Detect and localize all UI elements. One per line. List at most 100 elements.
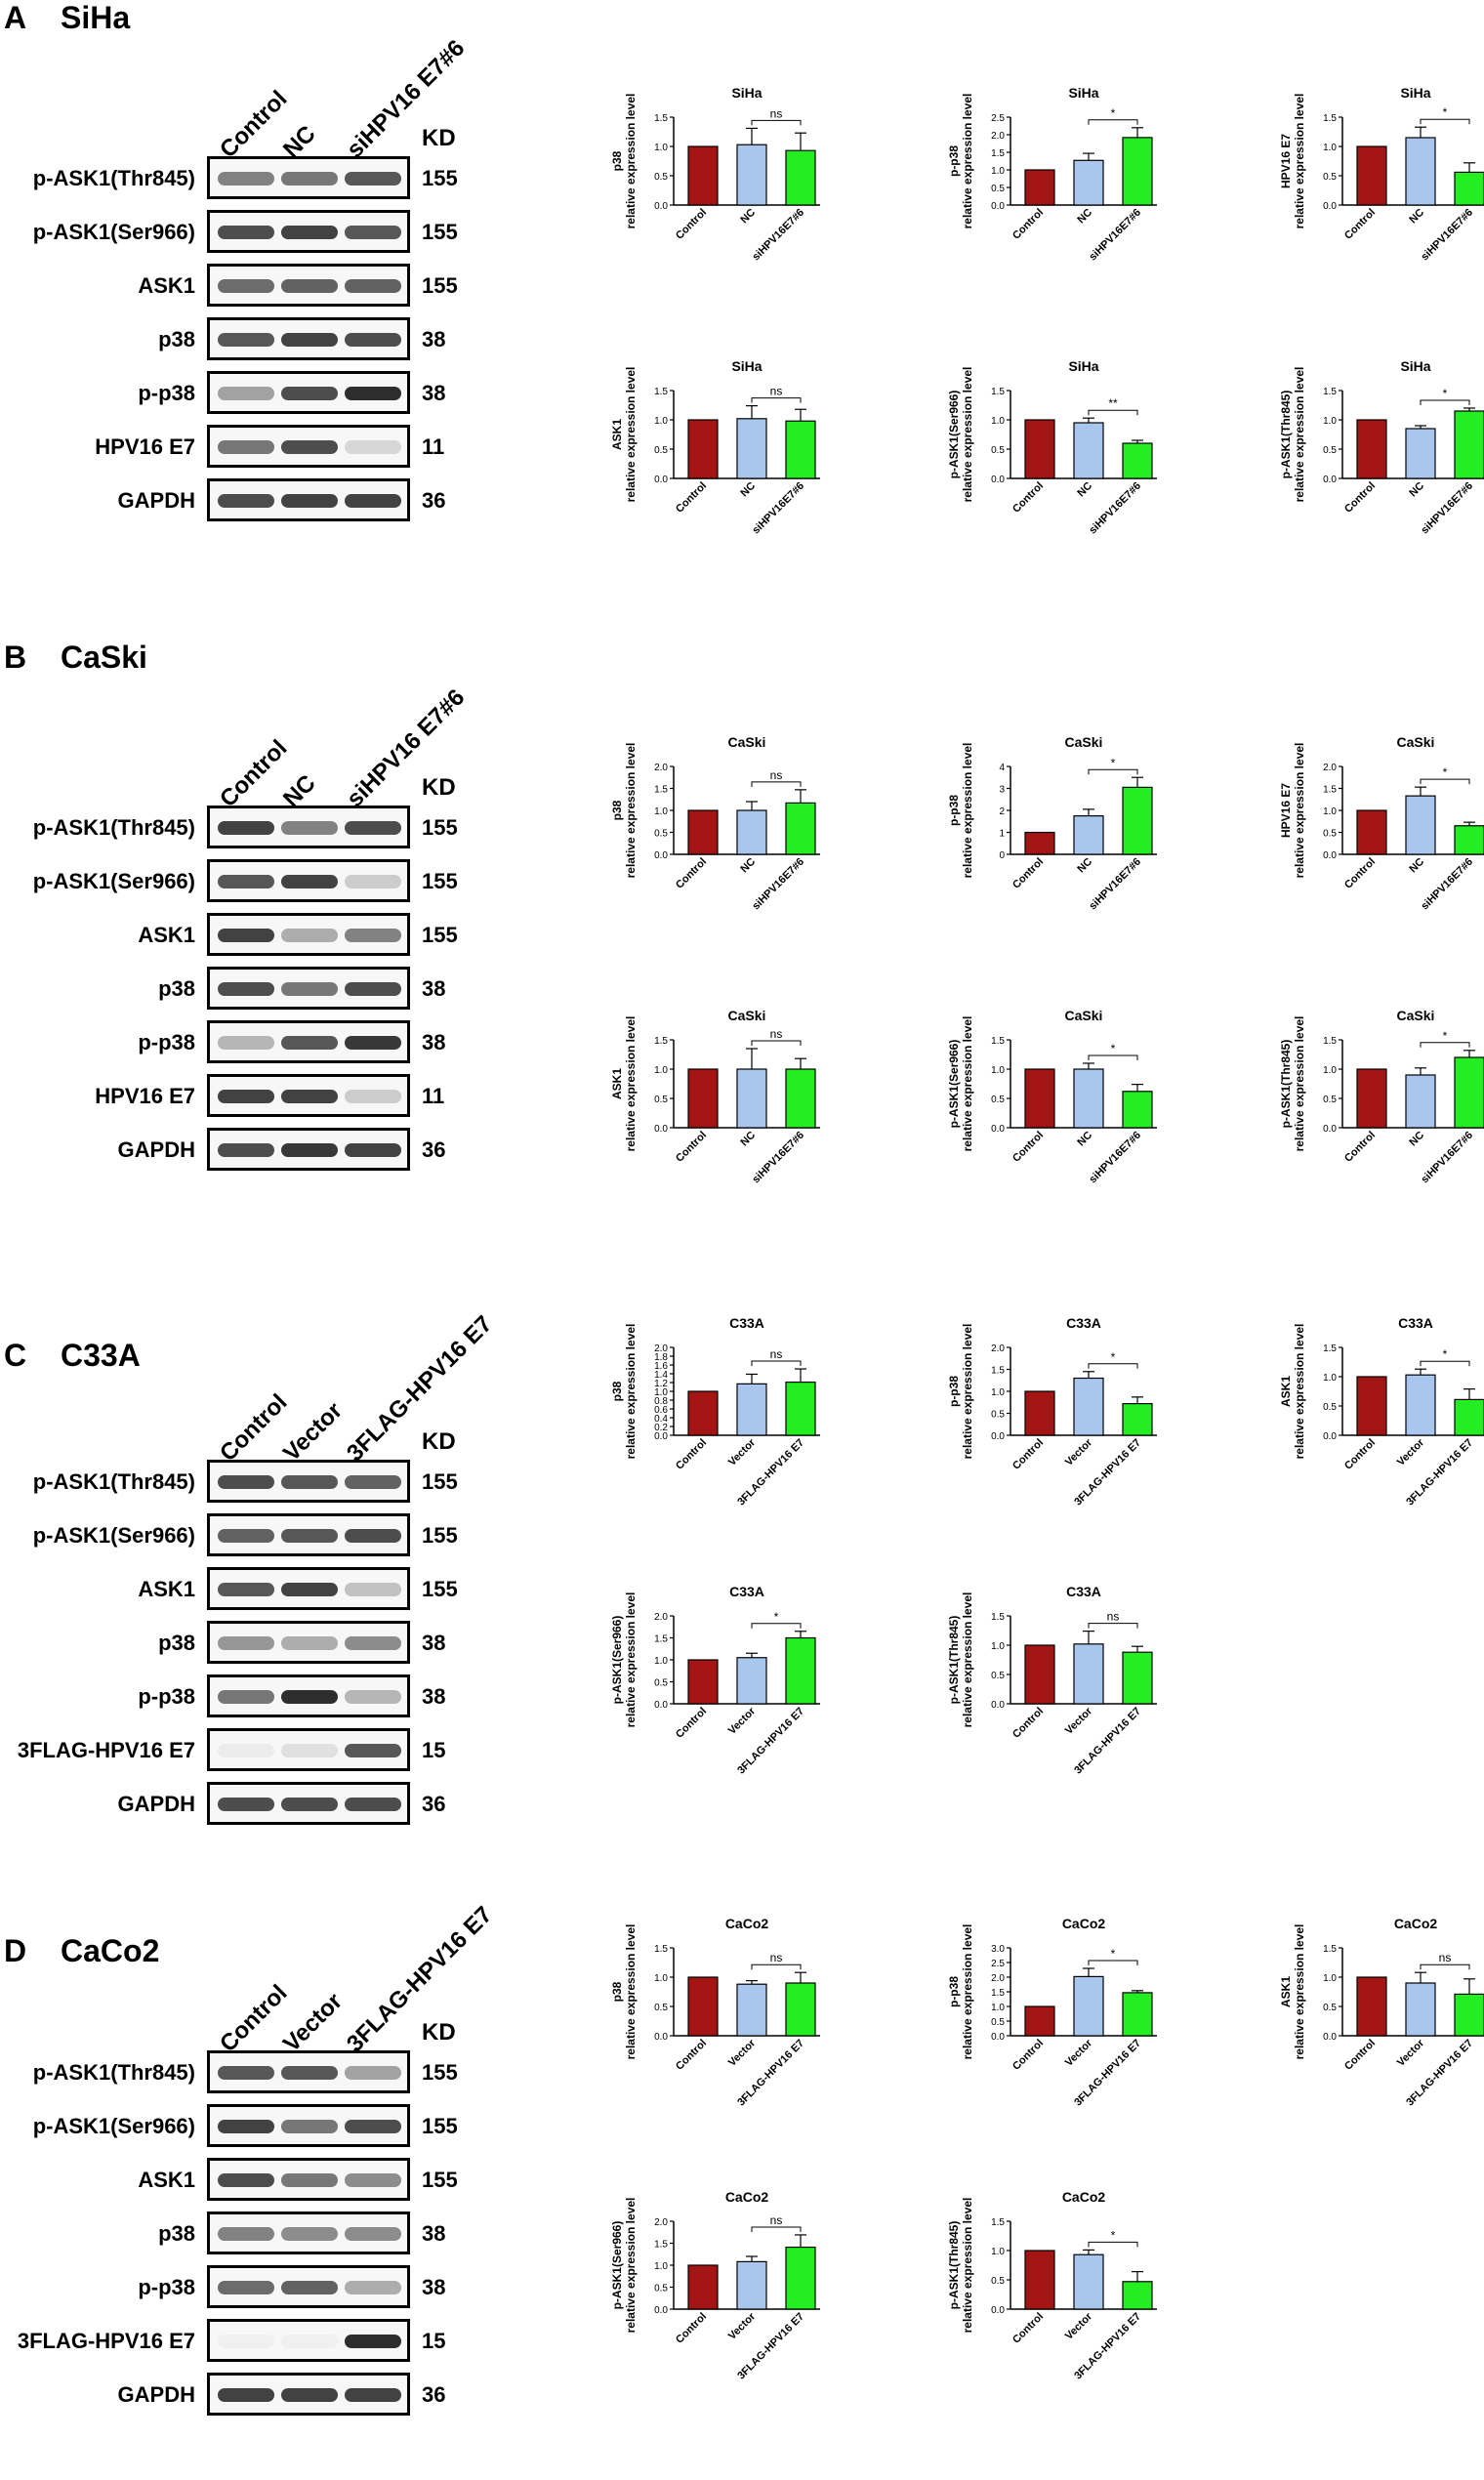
significance-bracket (1088, 409, 1138, 416)
bar (1356, 145, 1387, 206)
blot-kd-value: 155 (422, 273, 458, 298)
y-tick-label: 2.5 (991, 1959, 1005, 1969)
blot-band (218, 494, 274, 508)
significance-label: ** (1108, 396, 1118, 410)
y-tick-label: 0.5 (1323, 2003, 1337, 2013)
significance-bracket (751, 1963, 802, 1970)
y-axis-sublabel: relative expression level (624, 2198, 638, 2334)
y-axis-label: HPV16 E7 (1279, 783, 1293, 838)
y-axis-label: p-ASK1(Ser966) (947, 1040, 961, 1129)
panel-letter: B (4, 640, 27, 675)
blot-band (345, 494, 401, 508)
y-tick-label: 2.0 (991, 131, 1005, 142)
chart-title: CaSki (1065, 1008, 1103, 1023)
blot-row-label: p-p38 (138, 1684, 195, 1709)
blot-strip (207, 913, 410, 956)
y-tick-label: 0.0 (1323, 850, 1337, 861)
significance-bracket (1088, 1363, 1138, 1369)
bar (687, 1659, 719, 1705)
blot-band (281, 2281, 338, 2294)
y-tick-label: 1.0 (991, 166, 1005, 177)
significance-bracket (1088, 1623, 1138, 1629)
y-tick-label: 1.0 (1323, 143, 1337, 153)
bar (1024, 419, 1055, 479)
y-tick-label: 1.0 (991, 416, 1005, 427)
chart-title: CaCo2 (725, 2189, 769, 2205)
x-tick-label: Control (674, 1706, 709, 1741)
bar (1454, 1056, 1484, 1129)
blot-row-label: GAPDH (117, 1792, 195, 1816)
significance-bracket (1088, 1960, 1138, 1965)
y-tick-label: 1.0 (654, 806, 668, 817)
y-tick-label: 0.5 (991, 445, 1005, 456)
significance-label: ns (1439, 1951, 1452, 1964)
significance-bracket (1088, 768, 1138, 775)
y-axis-sublabel: relative expression level (1293, 1324, 1306, 1460)
x-tick-label: Control (1010, 2038, 1046, 2073)
y-axis-sublabel: relative expression level (1293, 1924, 1306, 2060)
y-tick-label: 2.5 (991, 113, 1005, 124)
y-axis-label: p-p38 (947, 1376, 961, 1407)
blot-strip (207, 156, 410, 199)
bar (1405, 1074, 1436, 1129)
y-tick-label: 1.8 (654, 1352, 668, 1363)
x-tick-label: siHPV16E7#6 (1419, 856, 1475, 913)
y-axis-label: p38 (610, 800, 624, 820)
blot-band (218, 2120, 274, 2133)
y-tick-label: 1.5 (654, 1036, 668, 1047)
blot-strip (207, 317, 410, 360)
y-tick-label: 0.0 (991, 2032, 1005, 2043)
blot-strip (207, 806, 410, 848)
panel-letter: D (4, 1933, 27, 1968)
y-axis-sublabel: relative expression level (624, 1016, 638, 1152)
bar (687, 1390, 719, 1436)
y-tick-label: 1.0 (991, 2247, 1005, 2257)
y-axis-sublabel: relative expression level (961, 1924, 974, 2060)
blot-band (218, 1143, 274, 1157)
bar (785, 802, 816, 855)
y-tick-label: 1.5 (1323, 387, 1337, 397)
y-axis-sublabel: relative expression level (961, 743, 974, 879)
blot-row-label: HPV16 E7 (95, 1084, 195, 1108)
bar (1356, 1376, 1387, 1436)
y-axis-sublabel: relative expression level (624, 743, 638, 879)
blot-row-label: p-p38 (138, 381, 195, 405)
significance-label: * (774, 1610, 779, 1624)
blot-band (281, 333, 338, 347)
blot-band (218, 1036, 274, 1050)
y-tick-label: 0.5 (991, 1410, 1005, 1421)
blot-band (345, 2066, 401, 2080)
y-tick-label: 1.5 (654, 1634, 668, 1645)
y-tick-label: 2 (999, 806, 1005, 817)
x-tick-label: NC (738, 207, 758, 227)
y-tick-label: 0.0 (654, 1700, 668, 1711)
chart-title: SiHa (1400, 85, 1430, 101)
x-tick-label: NC (1075, 856, 1094, 876)
blot-band (281, 2066, 338, 2080)
significance-label: ns (770, 106, 783, 120)
blot-strip (207, 859, 410, 902)
x-tick-label: Control (674, 2311, 709, 2346)
y-tick-label: 0.0 (1323, 475, 1337, 485)
significance-bracket (1420, 1042, 1470, 1048)
bar (1024, 831, 1055, 855)
y-tick-label: 0.5 (1323, 1095, 1337, 1105)
x-tick-label: Vector (1063, 2310, 1095, 2342)
bar (1073, 2253, 1104, 2310)
bar (1073, 422, 1104, 479)
y-tick-label: 0.0 (654, 475, 668, 485)
x-tick-label: siHPV16E7#6 (1087, 207, 1143, 264)
blot-band (218, 982, 274, 996)
y-tick-label: 1.5 (654, 785, 668, 796)
blot-band (218, 821, 274, 835)
significance-label: ns (770, 1027, 783, 1041)
blot-band (218, 1475, 274, 1489)
significance-label: * (1111, 2228, 1116, 2242)
x-tick-label: siHPV16E7#6 (750, 1130, 806, 1186)
bar (1122, 1402, 1153, 1436)
bar (687, 419, 719, 479)
x-tick-label: Control (674, 856, 709, 891)
y-tick-label: 1.4 (654, 1370, 668, 1381)
significance-label: * (1443, 1347, 1448, 1361)
blot-kd-value: 155 (422, 869, 458, 893)
